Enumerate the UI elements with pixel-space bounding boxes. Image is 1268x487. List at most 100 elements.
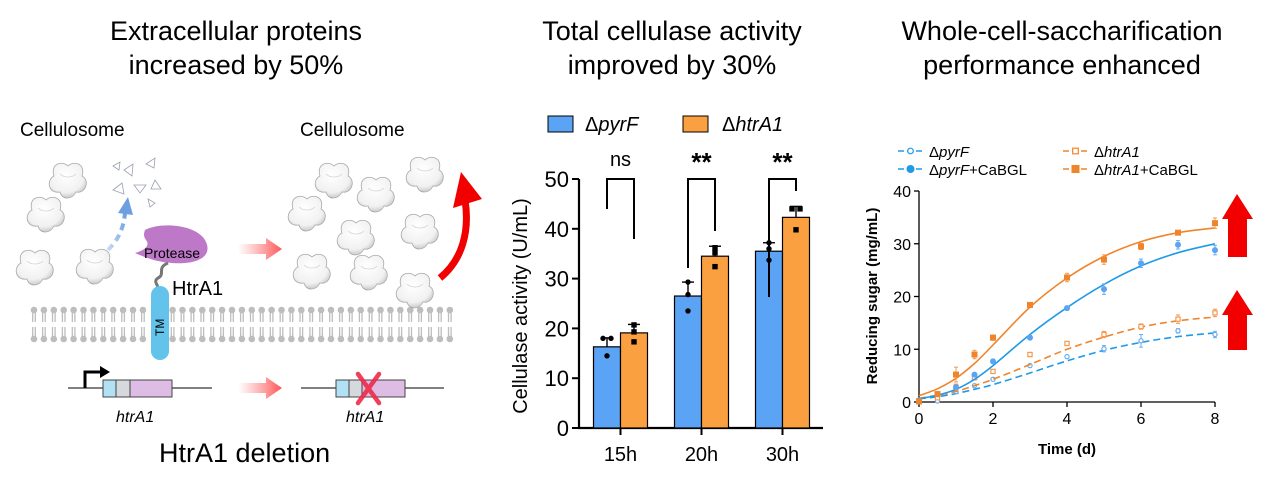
data-point — [1175, 241, 1181, 248]
bar-y-tick-label: 50 — [545, 167, 569, 192]
legend-item: ΔpyrF+CaBGL — [898, 162, 1027, 179]
bar-y-tick-label: 10 — [545, 366, 569, 391]
data-point — [916, 398, 922, 405]
legend-label-suffix: +CaBGL — [969, 162, 1027, 179]
data-point — [934, 391, 941, 398]
line-x-tick-label: 0 — [915, 411, 924, 428]
deletion-cross-icon — [355, 371, 382, 406]
degradation-arrow-icon — [106, 211, 127, 252]
cellulosome-icon — [314, 162, 353, 199]
cellulosome-icon — [48, 162, 87, 199]
data-point — [1212, 247, 1218, 254]
lipid-icon — [49, 306, 58, 343]
promoter-arrowhead-icon — [100, 366, 110, 378]
bar — [592, 346, 622, 429]
data-point — [1212, 331, 1218, 338]
data-point — [971, 375, 978, 381]
lipid-icon — [247, 306, 256, 343]
cellulosome-icon — [292, 253, 331, 290]
legend-label-italic: pyrF — [938, 144, 970, 161]
cellulosome-label-left: Cellulosome — [20, 120, 125, 141]
line-y-tick-label: 10 — [893, 342, 911, 359]
legend-label-suffix: +CaBGL — [1140, 162, 1198, 179]
legend-item: ΔhtrA1+CaBGL — [1063, 162, 1198, 179]
protein-fragments-icon — [112, 157, 162, 208]
htra1-deletion-label: HtrA1 deletion — [159, 438, 330, 468]
lipid-icon — [287, 306, 296, 343]
title-left: Extracellular proteins increased by 50% — [56, 14, 416, 82]
cellulosome-icon — [75, 248, 114, 285]
lipid-icon — [346, 306, 355, 343]
data-point — [1072, 147, 1079, 155]
lipid-icon — [366, 306, 375, 343]
data-point — [1138, 323, 1144, 330]
data-point — [600, 335, 606, 342]
data-point — [1175, 316, 1181, 322]
data-point — [1071, 165, 1080, 173]
data-point — [916, 397, 922, 404]
line-x-tick-label: 2 — [989, 411, 998, 428]
fit-curve — [918, 243, 1216, 400]
bar — [754, 250, 784, 429]
lipid-icon — [327, 306, 335, 343]
lipid-icon — [416, 306, 425, 343]
increase-arrow-icon — [1222, 290, 1253, 350]
data-point — [1027, 301, 1033, 308]
legend-label: ΔhtrA1+CaBGL — [1094, 162, 1198, 179]
data-point — [685, 308, 691, 314]
data-point — [1175, 328, 1181, 334]
protease-label: Protease — [144, 245, 200, 261]
data-point — [953, 384, 959, 390]
data-point — [971, 351, 978, 358]
bar — [781, 216, 811, 429]
data-point — [789, 206, 795, 212]
legend-label-htrA1: ΔhtrA1 — [722, 114, 783, 136]
bar-x-tick-label: 15h — [604, 444, 637, 466]
linker-icon — [154, 261, 169, 290]
data-point — [1138, 260, 1144, 267]
cellulosome-icon — [336, 219, 375, 256]
bar-y-tick-label: 20 — [545, 316, 569, 341]
significance-label: ns — [610, 149, 631, 171]
data-point — [990, 368, 996, 375]
data-point — [631, 322, 637, 328]
cellulosome-icon — [405, 156, 444, 193]
data-point — [766, 257, 772, 263]
data-point — [1027, 362, 1033, 369]
lipid-icon — [317, 306, 326, 343]
increase-arrow-icon — [1222, 194, 1253, 257]
line-x-axis-label: Time (d) — [1038, 441, 1096, 458]
degradation-arrowhead-icon — [118, 197, 133, 215]
title-right: Whole-cell-saccharification performance … — [862, 14, 1262, 82]
legend-label: ΔhtrA1 — [1094, 144, 1140, 161]
data-point — [1212, 310, 1218, 316]
data-point — [1101, 256, 1107, 263]
lipid-icon — [297, 306, 306, 343]
legend-label-italic: htrA1 — [1104, 162, 1140, 179]
data-point — [1064, 274, 1070, 281]
title-right-line2: performance enhanced — [923, 50, 1201, 80]
data-point — [953, 384, 959, 391]
lipid-icon — [109, 306, 118, 343]
gene-label-right: htrA1 — [346, 409, 384, 426]
data-point — [631, 339, 637, 345]
promoter-arrow-icon — [83, 370, 103, 388]
data-point — [953, 371, 959, 378]
gene-label-left: htrA1 — [116, 409, 154, 426]
legend-label-italic: pyrF — [938, 162, 970, 179]
line-y-tick-label: 20 — [893, 290, 911, 307]
lipid-icon — [307, 306, 316, 343]
line-x-tick-label: 6 — [1137, 411, 1146, 428]
significance-label: ** — [691, 147, 712, 177]
lipid-icon — [198, 306, 207, 343]
data-point — [1064, 340, 1070, 347]
lipid-icon — [178, 306, 187, 343]
lipid-icon — [406, 306, 415, 343]
lipid-icon — [336, 306, 345, 343]
bar-x-tick-label: 30h — [766, 444, 799, 466]
increase-arrowhead-icon — [453, 172, 482, 208]
cellulosome-icon — [26, 196, 65, 233]
data-point — [916, 397, 922, 404]
lipid-icon — [267, 306, 276, 343]
data-point — [604, 353, 610, 359]
